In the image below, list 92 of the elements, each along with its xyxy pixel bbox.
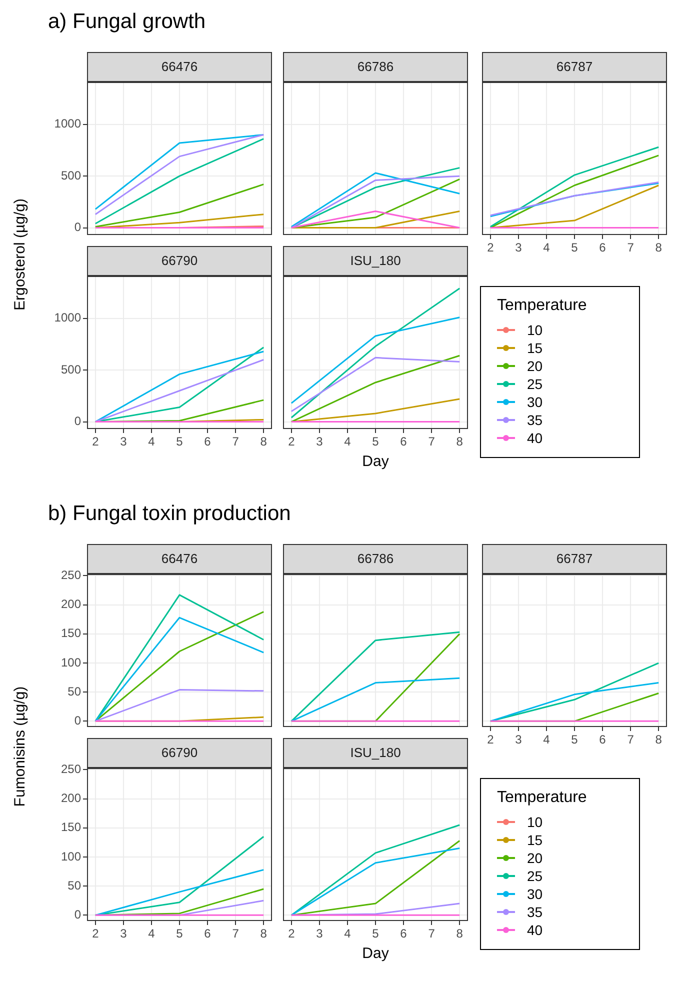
x-tick-label: 2: [92, 926, 100, 941]
legend-label: 10: [527, 814, 543, 830]
y-tick-label: 150: [60, 820, 82, 834]
chart-title: 66787: [482, 544, 667, 574]
chart-title: 66786: [283, 544, 468, 574]
x-tick-label: 6: [204, 434, 212, 449]
x-tick-label: 4: [344, 926, 352, 941]
y-axis-title: Ergosterol (µg/g): [12, 196, 28, 312]
y-tick-label: 100: [60, 655, 82, 670]
x-tick-label: 5: [372, 926, 380, 941]
legend-label: 20: [527, 358, 543, 374]
x-tick-label: 3: [120, 926, 128, 941]
chart-title: 66476: [87, 52, 272, 82]
x-tick-label: 8: [260, 434, 268, 449]
legend-label: 30: [527, 394, 543, 410]
x-tick-label: 5: [372, 434, 380, 449]
x-tick-label: 6: [599, 240, 606, 255]
x-tick-label: 3: [316, 926, 324, 941]
x-tick-label: 4: [543, 732, 550, 747]
y-tick-label: 500: [60, 362, 82, 376]
y-tick-label: 50: [68, 684, 82, 698]
x-tick-label: 6: [204, 926, 212, 941]
y-tick-label: 0: [74, 713, 82, 728]
y-tick-label: 0: [74, 907, 82, 922]
x-tick-label: 6: [599, 732, 606, 747]
x-tick-label: 2: [487, 732, 494, 747]
x-tick-label: 3: [515, 732, 522, 747]
chart-title: 66476: [87, 544, 272, 574]
x-tick-label: 8: [456, 434, 464, 449]
x-tick-label: 2: [487, 240, 494, 255]
x-tick-label: 7: [627, 240, 634, 255]
y-tick-label: 250: [60, 762, 82, 776]
y-tick-label: 0: [74, 220, 82, 234]
legend-label: 30: [527, 886, 543, 902]
x-tick-label: 5: [571, 240, 578, 255]
y-tick-label: 100: [60, 849, 82, 864]
chart-title: 66786: [283, 52, 468, 82]
chart-title: 66787: [482, 52, 667, 82]
x-tick-label: 3: [316, 434, 324, 449]
y-tick-label: 1000: [54, 116, 82, 131]
legend-label: 10: [527, 322, 543, 338]
x-tick-label: 5: [176, 926, 184, 941]
legend-label: 25: [527, 868, 543, 884]
y-tick-label: 150: [60, 626, 82, 640]
y-tick-label: 500: [60, 168, 82, 182]
x-tick-label: 6: [400, 926, 408, 941]
legend-label: 40: [527, 922, 543, 938]
x-tick-label: 6: [400, 434, 408, 449]
x-tick-label: 4: [344, 434, 352, 449]
x-tick-label: 8: [655, 732, 662, 747]
x-tick-label: 7: [232, 434, 240, 449]
x-tick-label: 3: [120, 434, 128, 449]
legend-label: 15: [527, 832, 543, 848]
y-tick-label: 0: [74, 414, 82, 428]
text: b) Fungal toxin production: [48, 502, 291, 526]
x-tick-label: 7: [232, 926, 240, 941]
x-tick-label: 2: [288, 434, 296, 449]
legend-label: 35: [527, 412, 543, 428]
x-tick-label: 4: [148, 434, 156, 449]
legend-title: Temperature: [497, 297, 588, 315]
x-axis-title: Day: [362, 945, 390, 962]
x-tick-label: 8: [260, 926, 268, 941]
chart-title: 66790: [87, 246, 272, 276]
legend-title: Temperature: [497, 789, 588, 807]
x-tick-label: 7: [428, 434, 436, 449]
legend-label: 40: [527, 430, 543, 446]
chart-title: ISU_180: [283, 738, 468, 768]
y-tick-label: 250: [60, 568, 82, 582]
y-tick-label: 50: [68, 878, 82, 892]
x-tick-label: 4: [148, 926, 156, 941]
legend-label: 15: [527, 340, 543, 356]
x-tick-label: 4: [543, 240, 550, 255]
y-tick-label: 200: [60, 597, 82, 612]
x-tick-label: 5: [176, 434, 184, 449]
x-tick-label: 7: [428, 926, 436, 941]
x-tick-label: 5: [571, 732, 578, 747]
x-tick-label: 2: [92, 434, 100, 449]
text: a) Fungal growth: [48, 10, 206, 34]
x-tick-label: 7: [627, 732, 634, 747]
chart-title: 66790: [87, 738, 272, 768]
legend-label: 20: [527, 850, 543, 866]
y-tick-label: 200: [60, 791, 82, 806]
y-tick-label: 1000: [54, 310, 82, 325]
x-tick-label: 2: [288, 926, 296, 941]
legend-label: 25: [527, 376, 543, 392]
x-tick-label: 8: [456, 926, 464, 941]
x-tick-label: 3: [515, 240, 522, 255]
x-tick-label: 8: [655, 240, 662, 255]
x-axis-title: Day: [362, 453, 390, 470]
y-axis-title: Fumonisins (µg/g): [12, 684, 28, 808]
legend-label: 35: [527, 904, 543, 920]
chart-title: ISU_180: [283, 246, 468, 276]
